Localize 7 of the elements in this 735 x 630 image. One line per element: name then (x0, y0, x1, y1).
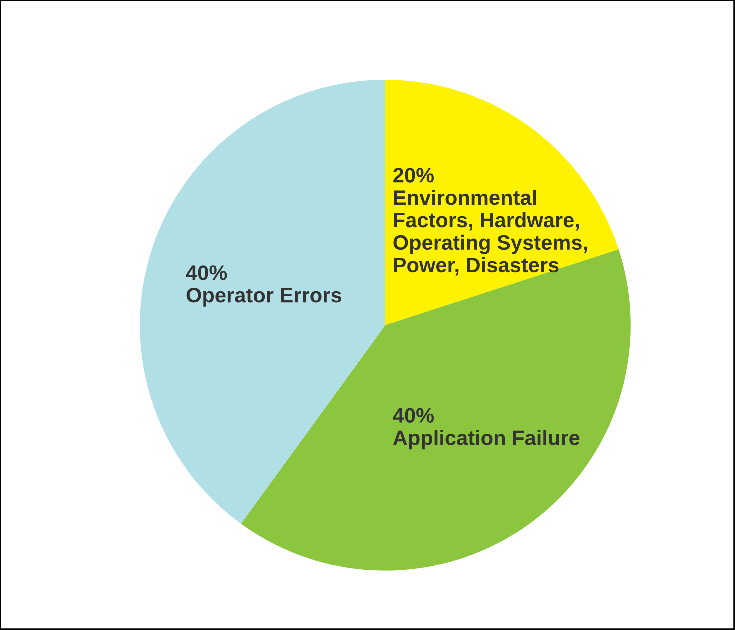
data-label: 40% (393, 408, 434, 424)
pie-slice (140, 80, 386, 524)
slice-label: Operator Errors (186, 288, 342, 307)
data-label: 20% (394, 168, 434, 183)
slice-label: Environmental Factors, Hardware, Operating Systems, Power, Disasters (394, 190, 588, 276)
slice-label: Application Failure (393, 430, 580, 450)
data-label: 40% (186, 266, 228, 280)
